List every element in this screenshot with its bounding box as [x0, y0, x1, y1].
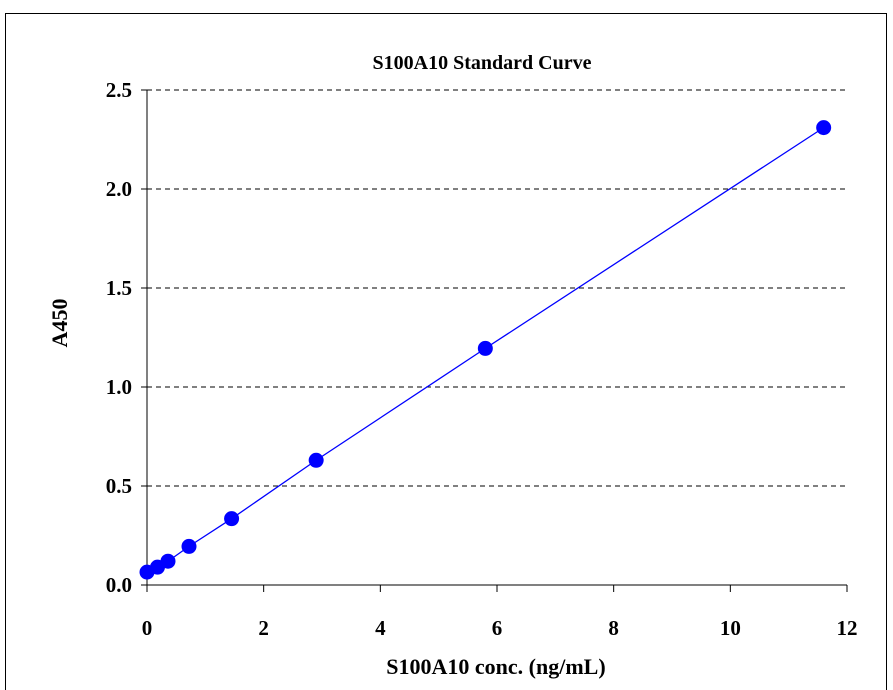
grid-lines: [147, 89, 847, 487]
x-axis-label: S100A10 conc. (ng/mL): [386, 654, 605, 679]
y-tick-label-5: 2.5: [106, 78, 132, 102]
y-tick-label-0: 0.0: [106, 573, 132, 597]
y-axis-label: A450: [47, 299, 72, 348]
chart-title: S100A10 Standard Curve: [373, 52, 592, 74]
x-tick-label-6: 12: [837, 616, 858, 640]
data-point-2: [160, 553, 176, 569]
x-tick-label-2: 4: [375, 616, 386, 640]
data-point-3: [181, 538, 197, 554]
ticks: 0.0 0.5 1.0 1.5 2.0 2.5 0 2 4 6 8 10 12: [106, 78, 858, 640]
data-point-7: [816, 120, 832, 136]
data-point-5: [308, 452, 324, 468]
x-tick-label-4: 8: [608, 616, 619, 640]
y-tick-label-2: 1.0: [106, 375, 132, 399]
x-tick-label-3: 6: [492, 616, 503, 640]
y-tick-label-1: 0.5: [106, 474, 132, 498]
y-tick-label-3: 1.5: [106, 276, 132, 300]
x-tick-label-5: 10: [720, 616, 741, 640]
series: [139, 120, 832, 580]
y-tick-label-4: 2.0: [106, 177, 132, 201]
x-tick-label-0: 0: [142, 616, 153, 640]
data-point-6: [477, 340, 493, 356]
x-tick-label-1: 2: [258, 616, 269, 640]
axes: [146, 90, 847, 586]
data-point-4: [224, 511, 240, 527]
